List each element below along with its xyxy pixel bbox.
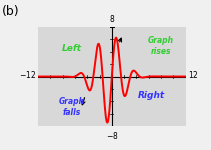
Text: Right: Right xyxy=(138,91,165,100)
Text: $-8$: $-8$ xyxy=(106,130,118,141)
Text: $-12$: $-12$ xyxy=(19,69,36,80)
Text: (b): (b) xyxy=(2,4,20,18)
Text: Left: Left xyxy=(62,44,82,53)
Text: Graph
rises: Graph rises xyxy=(148,36,174,56)
Text: $12$: $12$ xyxy=(188,69,198,80)
Text: $8$: $8$ xyxy=(109,13,115,24)
Text: Graph
falls: Graph falls xyxy=(59,97,85,117)
